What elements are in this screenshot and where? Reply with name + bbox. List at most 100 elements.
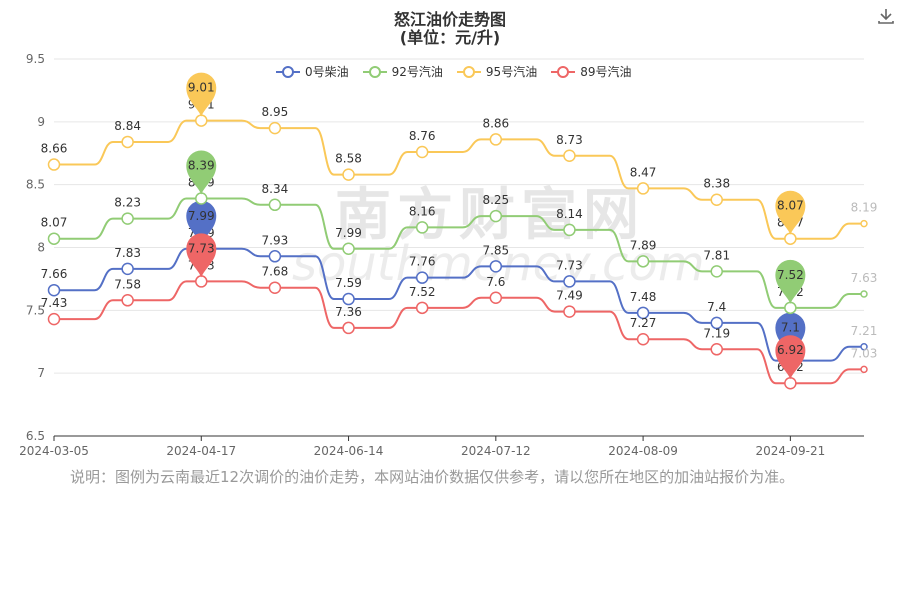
data-label: 7.83 bbox=[114, 246, 141, 260]
min-marker: 7.52 bbox=[775, 259, 806, 304]
legend-symbol bbox=[362, 65, 387, 78]
data-label: 7.85 bbox=[482, 243, 509, 257]
data-label: 8.86 bbox=[482, 116, 509, 130]
data-label: 7.63 bbox=[851, 271, 878, 285]
legend-item[interactable]: 95号汽油 bbox=[456, 63, 538, 80]
x-tick-label: 2024-03-05 bbox=[19, 444, 89, 458]
data-point bbox=[342, 292, 355, 306]
data-point bbox=[636, 306, 650, 320]
svg-text:7.52: 7.52 bbox=[777, 268, 804, 282]
data-label: 7.36 bbox=[335, 305, 362, 319]
data-label: 7.66 bbox=[41, 267, 68, 281]
data-label: 7.73 bbox=[556, 258, 583, 272]
data-label: 7.03 bbox=[851, 346, 878, 360]
data-point bbox=[710, 316, 723, 330]
max-marker: 7.99 bbox=[186, 200, 217, 245]
data-label: 8.38 bbox=[703, 177, 730, 191]
series-line bbox=[54, 197, 864, 309]
data-point bbox=[489, 209, 503, 223]
data-label: 7.52 bbox=[409, 285, 436, 299]
legend-item[interactable]: 89号汽油 bbox=[551, 63, 631, 80]
svg-text:8.39: 8.39 bbox=[188, 158, 215, 172]
y-tick-label: 9 bbox=[37, 115, 45, 129]
data-label: 7.93 bbox=[262, 233, 289, 247]
data-point bbox=[342, 321, 355, 335]
data-point bbox=[415, 145, 429, 159]
legend-symbol bbox=[276, 65, 300, 78]
data-point bbox=[489, 291, 503, 305]
data-point bbox=[268, 121, 282, 135]
legend-label: 92号汽油 bbox=[391, 65, 443, 79]
data-point bbox=[268, 281, 282, 294]
data-label: 8.23 bbox=[114, 196, 141, 210]
data-point bbox=[563, 149, 576, 163]
data-point bbox=[121, 135, 134, 149]
series-line bbox=[54, 247, 864, 362]
min-marker: 7.1 bbox=[775, 312, 806, 357]
data-point bbox=[636, 255, 650, 268]
download-icon[interactable] bbox=[876, 6, 896, 26]
x-tick-label: 2024-06-14 bbox=[314, 444, 384, 458]
legend-symbol bbox=[456, 65, 481, 78]
data-label: 8.47 bbox=[630, 165, 657, 179]
data-point bbox=[860, 365, 868, 374]
data-point bbox=[342, 242, 355, 256]
data-label: 7.58 bbox=[114, 277, 141, 291]
data-point bbox=[784, 232, 797, 245]
y-tick-label: 7 bbox=[37, 366, 45, 380]
legend-label: 89号汽油 bbox=[580, 65, 632, 79]
data-point bbox=[860, 219, 868, 228]
legend-label: 95号汽油 bbox=[485, 65, 538, 79]
data-point bbox=[195, 275, 208, 288]
data-label: 7.76 bbox=[409, 255, 436, 269]
y-tick-label: 6.5 bbox=[26, 429, 45, 443]
max-marker: 7.73 bbox=[186, 233, 217, 278]
data-point bbox=[121, 212, 134, 225]
data-label: 7.21 bbox=[851, 324, 878, 338]
data-point bbox=[489, 133, 503, 146]
y-tick-label: 9.5 bbox=[26, 52, 45, 66]
svg-text:6.92: 6.92 bbox=[777, 343, 804, 357]
data-label: 7.27 bbox=[630, 316, 657, 330]
data-point bbox=[563, 223, 576, 237]
legend-item[interactable]: 92号汽油 bbox=[362, 63, 443, 80]
data-label: 8.07 bbox=[41, 216, 68, 230]
data-point bbox=[268, 250, 282, 263]
legend-symbol bbox=[551, 65, 576, 78]
x-tick-label: 2024-04-17 bbox=[166, 444, 236, 458]
data-label: 7.6 bbox=[486, 275, 505, 289]
data-label: 7.99 bbox=[335, 226, 362, 240]
data-label: 8.14 bbox=[556, 207, 583, 221]
data-label: 8.95 bbox=[262, 105, 289, 119]
y-tick-label: 7.5 bbox=[26, 303, 45, 317]
data-point bbox=[47, 158, 61, 171]
data-point bbox=[47, 312, 61, 326]
data-point bbox=[268, 198, 282, 212]
data-point bbox=[636, 332, 650, 346]
data-label: 7.81 bbox=[703, 248, 730, 262]
data-point bbox=[860, 343, 868, 351]
series-line bbox=[54, 280, 864, 385]
data-point bbox=[563, 305, 576, 318]
y-tick-label: 8.5 bbox=[26, 178, 45, 192]
svg-text:7.1: 7.1 bbox=[781, 321, 800, 335]
svg-text:7.99: 7.99 bbox=[188, 209, 215, 223]
x-tick-label: 2024-09-21 bbox=[755, 444, 825, 458]
data-point bbox=[121, 262, 134, 276]
max-marker: 9.01 bbox=[186, 72, 217, 117]
data-label: 7.43 bbox=[41, 296, 68, 310]
chart-title: 怒江油价走势图 bbox=[393, 10, 506, 29]
legend-item[interactable]: 0号柴油 bbox=[276, 63, 349, 80]
svg-text:7.73: 7.73 bbox=[188, 241, 215, 255]
data-label: 8.76 bbox=[409, 129, 436, 143]
data-label: 7.49 bbox=[556, 289, 583, 303]
data-label: 8.25 bbox=[482, 193, 509, 207]
data-point bbox=[415, 271, 429, 284]
data-point bbox=[195, 192, 208, 205]
data-point bbox=[860, 290, 868, 298]
data-point bbox=[415, 301, 429, 315]
data-point bbox=[710, 193, 723, 206]
data-point bbox=[563, 275, 576, 288]
legend: 0号柴油 92号汽油 95号汽油 89号汽油 bbox=[276, 63, 631, 80]
